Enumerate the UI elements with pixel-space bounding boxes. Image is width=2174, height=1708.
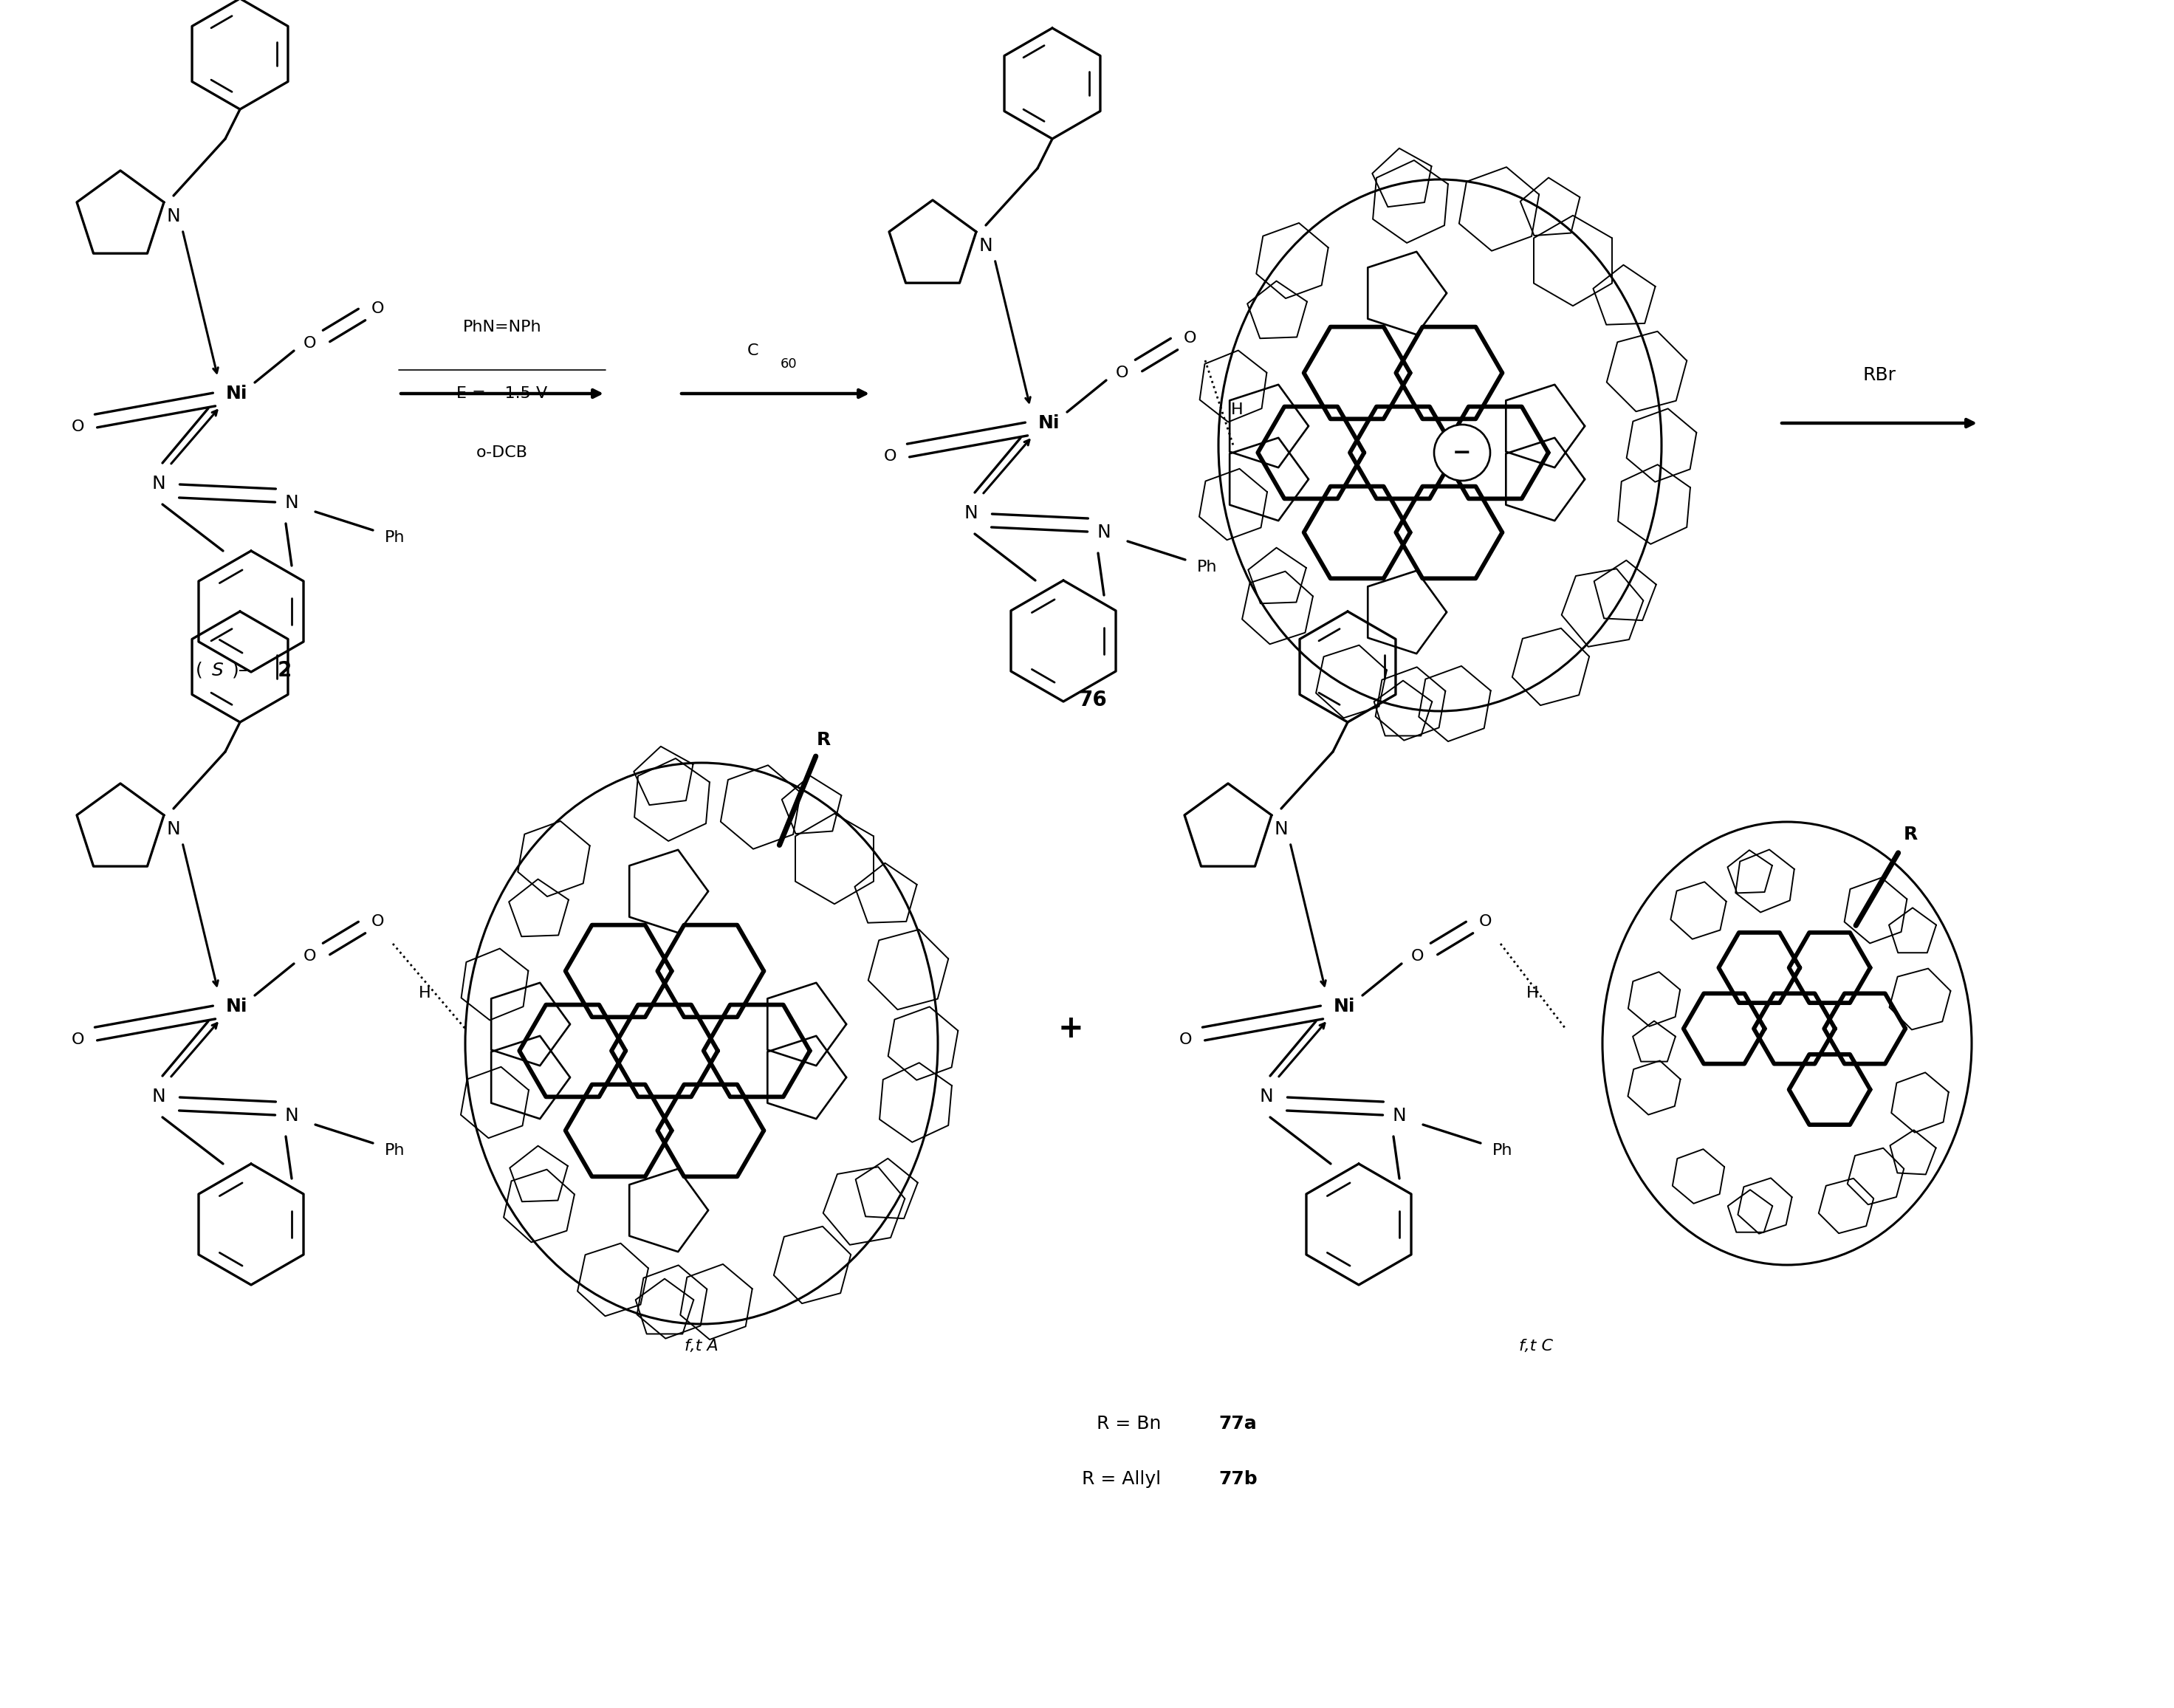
- Text: O: O: [72, 420, 85, 434]
- Text: O: O: [372, 301, 385, 316]
- Text: O: O: [883, 449, 896, 465]
- Text: R = Allyl: R = Allyl: [1083, 1471, 1167, 1488]
- Text: N: N: [963, 504, 978, 523]
- Text: 60: 60: [780, 357, 798, 371]
- Text: E = −1.5 V: E = −1.5 V: [457, 386, 548, 401]
- Text: Ph: Ph: [1198, 560, 1217, 574]
- Text: Ph: Ph: [385, 1143, 404, 1158]
- Text: 77b: 77b: [1217, 1471, 1257, 1488]
- Text: )–: )–: [233, 661, 248, 680]
- Text: f,t A: f,t A: [685, 1339, 717, 1353]
- Text: Ni: Ni: [226, 384, 248, 403]
- Text: PhN=NPh: PhN=NPh: [463, 319, 541, 335]
- Text: O: O: [1185, 331, 1198, 345]
- Text: H: H: [1230, 403, 1244, 417]
- Text: O: O: [1178, 1032, 1191, 1047]
- Text: S: S: [213, 661, 224, 680]
- Text: N: N: [152, 1088, 165, 1105]
- Text: 77a: 77a: [1217, 1414, 1257, 1433]
- Text: N: N: [1391, 1107, 1407, 1124]
- Text: H: H: [1526, 986, 1539, 1001]
- Text: RBr: RBr: [1863, 366, 1896, 384]
- Text: O: O: [304, 336, 317, 350]
- Text: Ph: Ph: [385, 529, 404, 545]
- Text: (: (: [196, 661, 202, 680]
- Text: N: N: [285, 494, 298, 512]
- Text: O: O: [1115, 366, 1128, 381]
- Text: N: N: [167, 820, 180, 839]
- Circle shape: [1435, 425, 1489, 480]
- Text: Ni: Ni: [226, 997, 248, 1015]
- Text: R: R: [817, 731, 830, 748]
- Text: O: O: [372, 914, 385, 929]
- Text: H: H: [417, 986, 430, 1001]
- Text: o-DCB: o-DCB: [476, 446, 528, 459]
- Text: N: N: [1274, 820, 1289, 839]
- Text: O: O: [72, 1032, 85, 1047]
- Text: 2: 2: [276, 661, 291, 681]
- Text: R: R: [1904, 827, 1917, 844]
- Text: Ph: Ph: [1494, 1143, 1513, 1158]
- Text: −: −: [1452, 442, 1472, 463]
- Text: +: +: [1059, 1013, 1083, 1044]
- Text: Ni: Ni: [1333, 997, 1354, 1015]
- Text: N: N: [167, 207, 180, 225]
- Text: O: O: [1478, 914, 1491, 929]
- Text: Ni: Ni: [1037, 415, 1059, 432]
- Text: R = Bn: R = Bn: [1096, 1414, 1167, 1433]
- Text: f,t C: f,t C: [1520, 1339, 1552, 1353]
- Text: N: N: [285, 1107, 298, 1124]
- Text: O: O: [304, 950, 317, 963]
- Text: 76: 76: [1078, 690, 1107, 711]
- Text: N: N: [1098, 524, 1111, 541]
- Text: N: N: [1259, 1088, 1274, 1105]
- Text: N: N: [152, 475, 165, 492]
- Text: O: O: [1411, 950, 1424, 963]
- Text: N: N: [978, 237, 994, 254]
- Text: C: C: [748, 343, 759, 359]
